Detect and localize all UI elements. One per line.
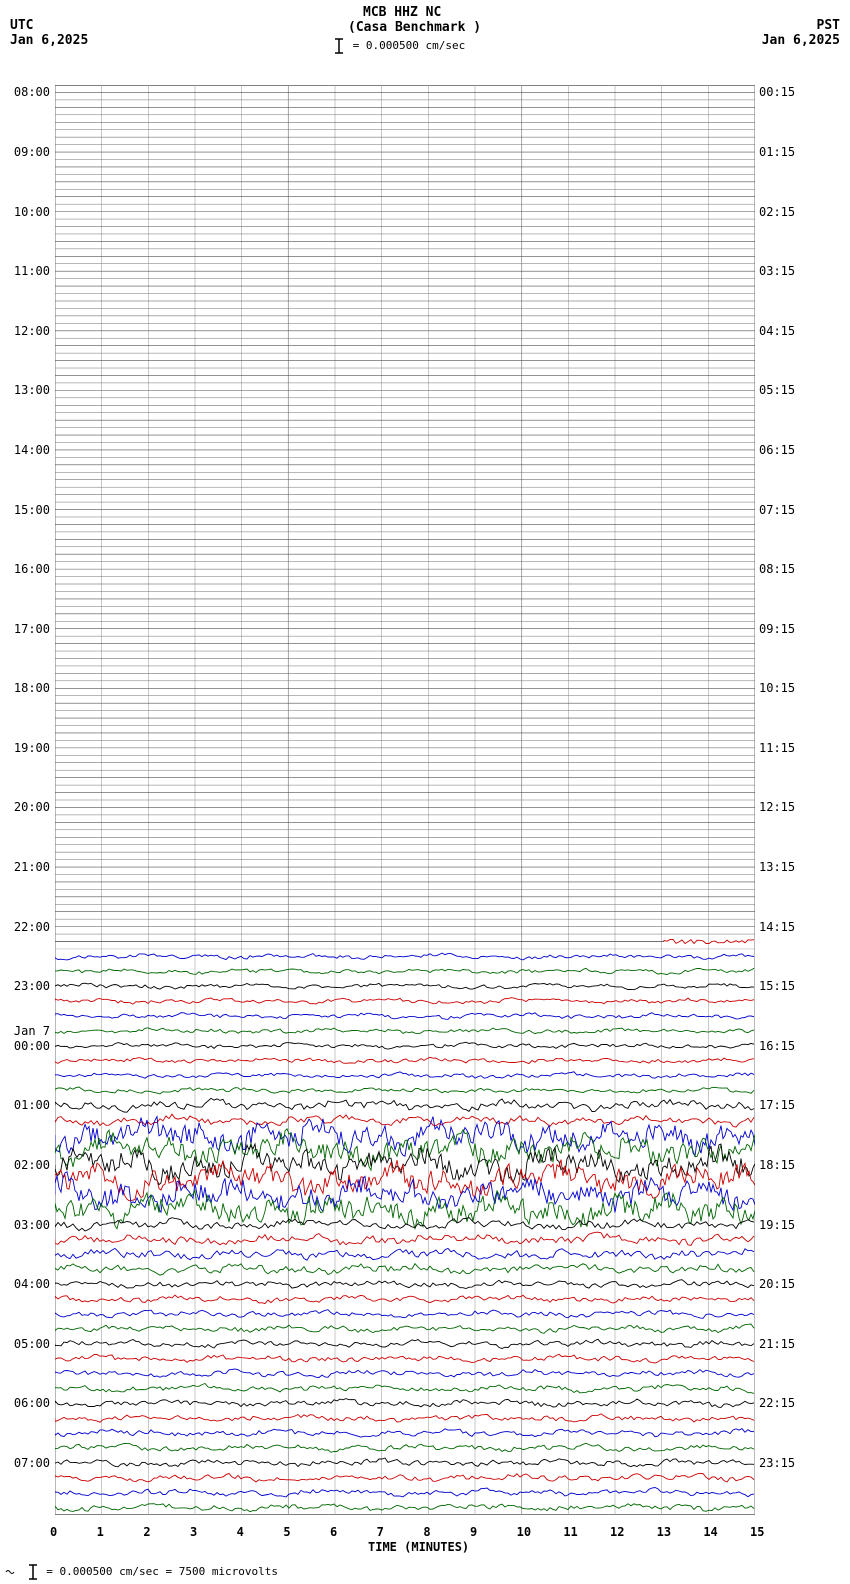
utc-time-label: 08:00 <box>6 85 50 99</box>
pst-time-label: 14:15 <box>759 920 795 934</box>
utc-time-label: 07:00 <box>6 1456 50 1470</box>
utc-time-label: 21:00 <box>6 860 50 874</box>
utc-time-label: 22:00 <box>6 920 50 934</box>
utc-time-label: 01:00 <box>6 1098 50 1112</box>
scale-bar-top: = 0.000500 cm/sec <box>332 38 465 54</box>
utc-time-label: 19:00 <box>6 741 50 755</box>
station-code: MCB HHZ NC <box>363 5 441 20</box>
seismogram-plot <box>55 85 755 1515</box>
pst-time-label: 19:15 <box>759 1218 795 1232</box>
x-tick-label: 10 <box>517 1525 531 1539</box>
pst-time-label: 13:15 <box>759 860 795 874</box>
utc-label: UTC <box>10 18 33 33</box>
x-tick-label: 15 <box>750 1525 764 1539</box>
pst-time-label: 10:15 <box>759 681 795 695</box>
utc-time-label: 10:00 <box>6 205 50 219</box>
pst-time-label: 05:15 <box>759 383 795 397</box>
utc-time-label: 05:00 <box>6 1337 50 1351</box>
x-tick-label: 3 <box>190 1525 197 1539</box>
x-tick-label: 8 <box>423 1525 430 1539</box>
station-location: (Casa Benchmark ) <box>348 20 481 35</box>
x-axis-label: TIME (MINUTES) <box>368 1540 469 1554</box>
pst-time-label: 18:15 <box>759 1158 795 1172</box>
pst-time-label: 06:15 <box>759 443 795 457</box>
utc-time-label: 12:00 <box>6 324 50 338</box>
x-tick-label: 13 <box>657 1525 671 1539</box>
x-tick-label: 1 <box>97 1525 104 1539</box>
pst-time-label: 16:15 <box>759 1039 795 1053</box>
utc-time-label: 15:00 <box>6 503 50 517</box>
pst-time-label: 20:15 <box>759 1277 795 1291</box>
utc-time-label: 13:00 <box>6 383 50 397</box>
seismogram-container: MCB HHZ NC (Casa Benchmark ) UTC Jan 6,2… <box>0 0 850 1584</box>
utc-time-label: 00:00 <box>6 1039 50 1053</box>
pst-date: Jan 6,2025 <box>762 33 840 48</box>
utc-time-label: 17:00 <box>6 622 50 636</box>
pst-time-label: 21:15 <box>759 1337 795 1351</box>
utc-time-label: 20:00 <box>6 800 50 814</box>
x-tick-label: 12 <box>610 1525 624 1539</box>
x-tick-label: 4 <box>237 1525 244 1539</box>
utc-time-label: 02:00 <box>6 1158 50 1172</box>
x-tick-label: 5 <box>283 1525 290 1539</box>
x-tick-label: 0 <box>50 1525 57 1539</box>
pst-label: PST <box>817 18 840 33</box>
footer-scale: = 0.000500 cm/sec = 7500 microvolts <box>5 1564 278 1580</box>
pst-time-label: 02:15 <box>759 205 795 219</box>
pst-time-label: 09:15 <box>759 622 795 636</box>
utc-time-label: 18:00 <box>6 681 50 695</box>
pst-time-label: 04:15 <box>759 324 795 338</box>
x-tick-label: 2 <box>143 1525 150 1539</box>
utc-time-label: 23:00 <box>6 979 50 993</box>
pst-time-label: 08:15 <box>759 562 795 576</box>
x-tick-label: 11 <box>563 1525 577 1539</box>
x-tick-label: 6 <box>330 1525 337 1539</box>
x-tick-label: 14 <box>703 1525 717 1539</box>
pst-time-label: 07:15 <box>759 503 795 517</box>
utc-time-label: 14:00 <box>6 443 50 457</box>
pst-time-label: 23:15 <box>759 1456 795 1470</box>
pst-time-label: 03:15 <box>759 264 795 278</box>
pst-time-label: 00:15 <box>759 85 795 99</box>
utc-date: Jan 6,2025 <box>10 33 88 48</box>
x-tick-label: 9 <box>470 1525 477 1539</box>
pst-time-label: 22:15 <box>759 1396 795 1410</box>
utc-time-label: 03:00 <box>6 1218 50 1232</box>
pst-time-label: 12:15 <box>759 800 795 814</box>
x-tick-label: 7 <box>377 1525 384 1539</box>
utc-time-label: 06:00 <box>6 1396 50 1410</box>
pst-time-label: 01:15 <box>759 145 795 159</box>
utc-time-label: 11:00 <box>6 264 50 278</box>
pst-time-label: 11:15 <box>759 741 795 755</box>
pst-time-label: 17:15 <box>759 1098 795 1112</box>
utc-time-label: 09:00 <box>6 145 50 159</box>
pst-time-label: 15:15 <box>759 979 795 993</box>
utc-date-rollover: Jan 7 <box>6 1024 50 1038</box>
utc-time-label: 16:00 <box>6 562 50 576</box>
utc-time-label: 04:00 <box>6 1277 50 1291</box>
